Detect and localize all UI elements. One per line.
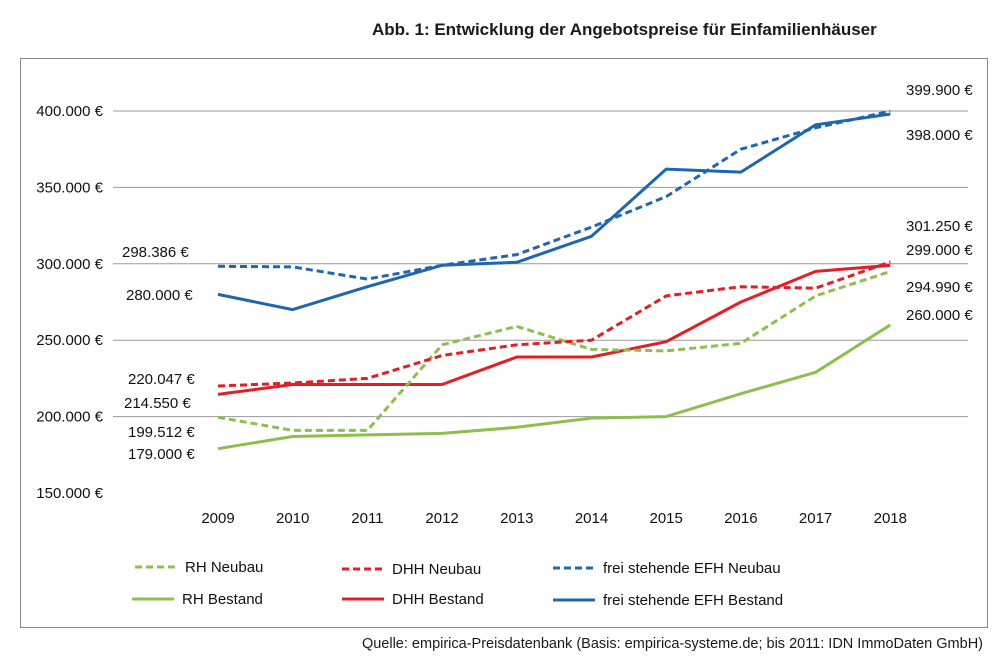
series-line-dhh-bestand xyxy=(217,263,891,396)
data-label: 298.386 € xyxy=(122,244,189,261)
x-tick-label: 2017 xyxy=(799,510,832,527)
legend: RH Neubau DHH Neubau frei stehende EFH Neu… xyxy=(132,559,783,609)
legend-label: frei stehende EFH Bestand xyxy=(603,592,783,609)
y-axis-tick-labels: 150.000 € 200.000 € 250.000 € 300.000 € 350.… xyxy=(36,103,103,502)
data-label: 398.000 € xyxy=(906,127,973,144)
series-line-rh-neubau xyxy=(217,270,891,432)
x-axis-tick-labels: 2009 2010 2011 2012 2013 2014 2015 2016 2017 2018 xyxy=(201,510,907,527)
data-label: 220.047 € xyxy=(128,371,195,388)
y-tick-label: 200.000 € xyxy=(36,409,103,426)
legend-item-rh-bestand: RH Bestand xyxy=(132,591,263,608)
data-label: 214.550 € xyxy=(124,395,191,412)
legend-item-dhh-neubau: DHH Neubau xyxy=(342,561,481,578)
chart-title: Abb. 1: Entwicklung der Angebotspreise f… xyxy=(0,16,999,46)
x-tick-label: 2014 xyxy=(575,510,608,527)
data-label: 179.000 € xyxy=(128,446,195,463)
legend-item-frei-stehende-efh-neubau: frei stehende EFH Neubau xyxy=(553,560,781,577)
x-tick-label: 2015 xyxy=(650,510,683,527)
x-tick-label: 2010 xyxy=(276,510,309,527)
y-tick-label: 250.000 € xyxy=(36,332,103,349)
y-tick-label: 350.000 € xyxy=(36,179,103,196)
series-lines xyxy=(217,109,892,451)
y-tick-label: 400.000 € xyxy=(36,103,103,120)
legend-label: DHH Bestand xyxy=(392,591,484,608)
x-tick-label: 2013 xyxy=(500,510,533,527)
chart-title-text: Abb. 1: Entwicklung der Angebotspreise f… xyxy=(372,20,877,39)
data-label: 301.250 € xyxy=(906,218,973,235)
data-labels: 298.386 € 280.000 € 220.047 € 214.550 € 199.… xyxy=(122,82,973,463)
legend-item-frei-stehende-efh-bestand: frei stehende EFH Bestand xyxy=(553,592,783,609)
series-line-frei-stehende-efh-bestand xyxy=(217,112,891,312)
x-tick-label: 2011 xyxy=(351,510,383,527)
series-line-frei-stehende-efh-neubau xyxy=(217,109,891,281)
data-label: 280.000 € xyxy=(126,287,193,304)
data-label: 299.000 € xyxy=(906,242,973,259)
legend-label: frei stehende EFH Neubau xyxy=(603,560,781,577)
x-tick-label: 2012 xyxy=(425,510,458,527)
source-note-text: Quelle: empirica-Preisdatenbank (Basis: … xyxy=(361,636,983,652)
legend-item-rh-neubau: RH Neubau xyxy=(135,559,263,576)
legend-label: RH Bestand xyxy=(182,591,263,608)
source-note: Quelle: empirica-Preisdatenbank (Basis: … xyxy=(0,636,999,660)
x-tick-label: 2009 xyxy=(201,510,234,527)
gridlines xyxy=(113,110,968,418)
data-label: 399.900 € xyxy=(906,82,973,99)
chart-frame xyxy=(20,58,988,628)
x-tick-label: 2018 xyxy=(874,510,907,527)
legend-item-dhh-bestand: DHH Bestand xyxy=(342,591,484,608)
legend-label: RH Neubau xyxy=(185,559,263,576)
data-label: 199.512 € xyxy=(128,424,195,441)
series-line-rh-bestand xyxy=(217,323,892,451)
data-label: 294.990 € xyxy=(906,279,973,296)
y-tick-label: 300.000 € xyxy=(36,256,103,273)
y-tick-label: 150.000 € xyxy=(36,485,103,502)
series-line-dhh-neubau xyxy=(217,260,891,388)
x-tick-label: 2016 xyxy=(724,510,757,527)
legend-label: DHH Neubau xyxy=(392,561,481,578)
data-label: 260.000 € xyxy=(906,307,973,324)
